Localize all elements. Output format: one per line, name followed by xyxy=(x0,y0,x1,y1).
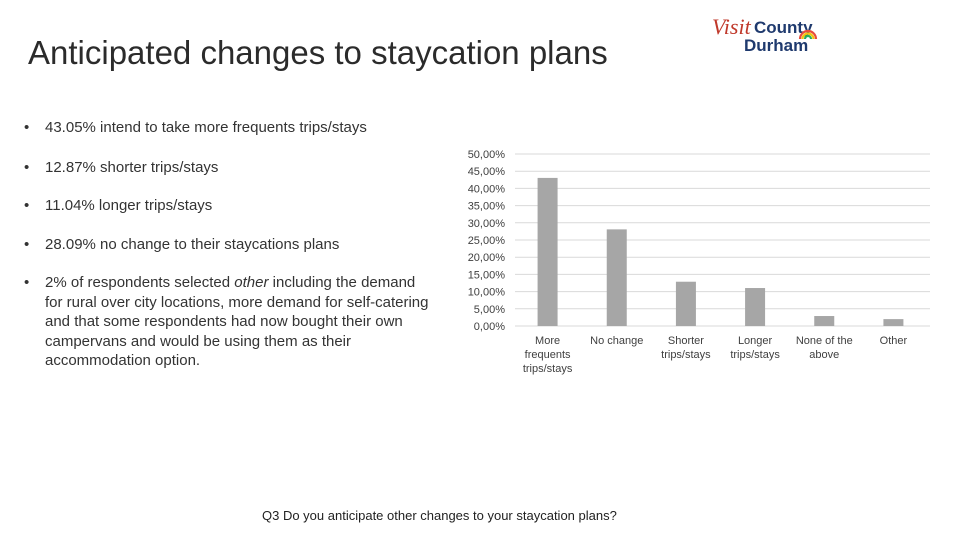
x-category-label: No change xyxy=(590,335,643,347)
bullet-other-prefix: 2% of respondents selected xyxy=(45,274,235,291)
bar xyxy=(606,229,627,326)
y-tick-label: 25,00% xyxy=(468,235,506,247)
x-axis-category-labels: More frequents trips/stays No change Shorter… xyxy=(523,335,908,375)
question-caption: Q3 Do you anticipate other changes to yo… xyxy=(262,508,617,523)
x-category-label: More frequents trips/stays xyxy=(523,335,573,375)
y-tick-label: 35,00% xyxy=(468,201,506,213)
rainbow-icon xyxy=(798,29,818,40)
chart-bars xyxy=(537,177,904,326)
x-category-label: Longer trips/stays xyxy=(730,335,780,361)
y-tick-label: 40,00% xyxy=(468,183,506,195)
logo-durham-text: Durham xyxy=(744,36,809,55)
y-tick-label: 5,00% xyxy=(474,304,505,316)
bar xyxy=(745,288,766,326)
visit-county-durham-logo: Visit County Durham xyxy=(710,12,820,58)
slide-title: Anticipated changes to staycation plans xyxy=(28,34,608,71)
bar xyxy=(883,319,904,326)
bullet-no-change: 28.09% no change to their staycations pl… xyxy=(22,235,432,255)
bullet-shorter: 12.87% shorter trips/stays xyxy=(22,158,432,178)
bar xyxy=(814,316,835,326)
bar xyxy=(537,177,558,326)
y-tick-label: 20,00% xyxy=(468,252,506,264)
y-tick-label: 10,00% xyxy=(468,287,506,299)
bar xyxy=(675,281,696,326)
y-tick-label: 30,00% xyxy=(468,218,506,230)
bullet-other: 2% of respondents selected other includi… xyxy=(22,273,432,371)
y-tick-label: 45,00% xyxy=(468,166,506,178)
y-axis-tick-labels: 0,00% 5,00% 10,00% 15,00% 20,00% 25,00% 30,00%… xyxy=(468,149,506,333)
bar-chart: 0,00% 5,00% 10,00% 15,00% 20,00% 25,00% 30,00%… xyxy=(468,149,930,375)
x-category-label: None of the above xyxy=(796,335,853,361)
bullet-other-suffix: including the demand for rural over city… xyxy=(45,274,429,369)
x-category-label: Shorter trips/stays xyxy=(661,335,711,361)
y-tick-label: 50,00% xyxy=(468,149,506,161)
bullet-other-emphasis: other xyxy=(234,274,269,291)
bullet-more-frequent: 43.05% intend to take more frequents tri… xyxy=(22,118,432,138)
logo-visit-text: Visit xyxy=(712,14,751,39)
logo-county-text: County xyxy=(754,18,813,37)
x-category-label: Other xyxy=(880,335,908,347)
y-tick-label: 15,00% xyxy=(468,269,506,281)
chart-gridlines xyxy=(515,153,930,327)
findings-bullet-list: 43.05% intend to take more frequents tri… xyxy=(22,118,432,371)
bullet-longer: 11.04% longer trips/stays xyxy=(22,196,432,216)
y-tick-label: 0,00% xyxy=(474,321,505,333)
